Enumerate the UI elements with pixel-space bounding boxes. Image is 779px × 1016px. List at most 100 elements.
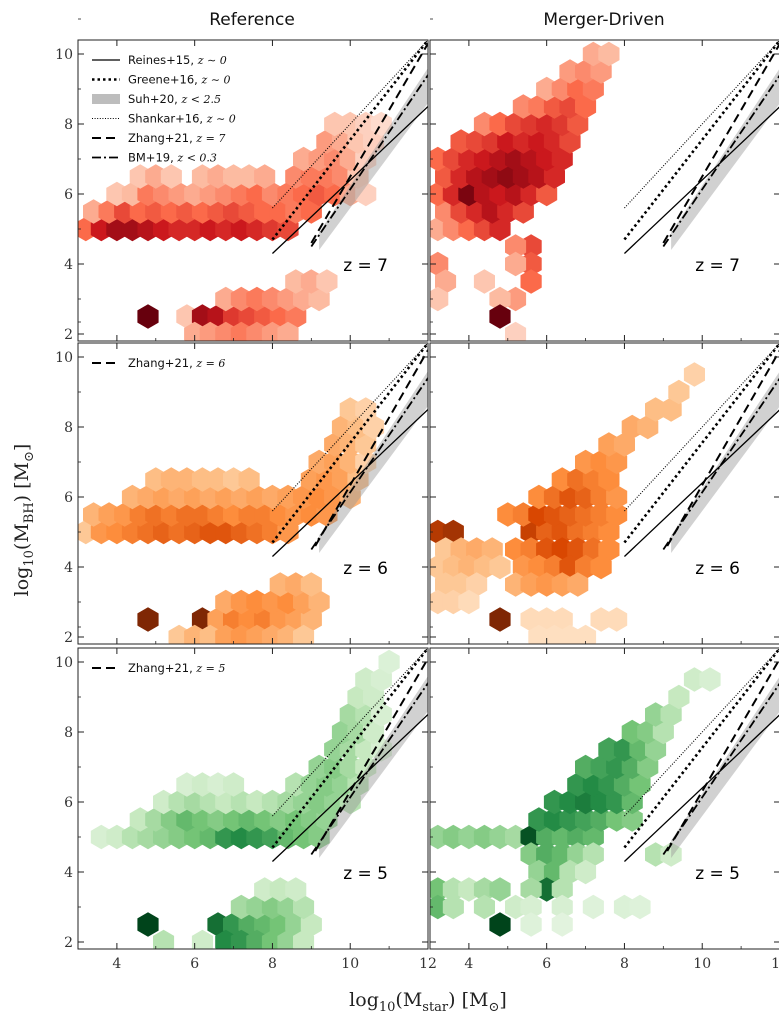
hexbin-cell <box>606 484 628 510</box>
y-tick-label: 10 <box>55 47 73 63</box>
hexbin-cell <box>489 912 511 937</box>
panel-content <box>78 343 428 644</box>
hexbin-cell <box>582 894 604 920</box>
hexbin-cell <box>489 877 511 902</box>
hexbin-cell <box>370 111 392 137</box>
hexbin-cell <box>316 502 338 527</box>
relation-line-reines15 <box>623 106 779 254</box>
relation-line-greene16 <box>271 40 428 241</box>
relation-line-shankar16 <box>272 648 428 817</box>
relation-line-bm19 <box>662 74 779 248</box>
hexbin-cell <box>370 737 392 762</box>
y-tick-label: 2 <box>64 630 73 646</box>
y-tick-label: 4 <box>64 865 73 881</box>
hexbin-cell <box>458 589 480 615</box>
hexbin-cell <box>308 824 330 850</box>
hexbin-cell <box>598 41 620 67</box>
x-tick-label: 4 <box>112 956 121 972</box>
hexbin-cell <box>277 216 299 242</box>
legend-entry: Reines+15, z ∼ 0 <box>128 53 227 67</box>
hexbin-cell <box>637 414 659 440</box>
hexbin-cell <box>435 269 457 294</box>
x-tick-label: 6 <box>542 956 551 972</box>
hexbin-cell <box>590 554 612 580</box>
panel-frame <box>429 647 779 950</box>
panel-1: z = 7 <box>429 18 779 342</box>
y-tick-label: 4 <box>64 257 73 273</box>
hexbin-cell <box>308 286 330 312</box>
relation-line-zhang21 <box>666 349 779 547</box>
hexbin-cell <box>316 807 338 832</box>
y-tick-label: 4 <box>64 560 73 576</box>
legend-entry: Zhang+21, z = 5 <box>128 661 225 675</box>
hexbin-cell <box>575 94 597 119</box>
hexbin-cell <box>551 894 573 920</box>
hexbin-cell <box>473 269 495 294</box>
redshift-label: z = 6 <box>695 559 740 579</box>
column-title-reference: Reference <box>209 10 295 30</box>
hexbin-cell <box>430 251 449 277</box>
redshift-label: z = 7 <box>343 256 388 276</box>
hexbin-cell <box>598 519 620 545</box>
y-tick-label: 6 <box>64 187 73 203</box>
hexbin-cell <box>621 789 643 815</box>
panel-frame <box>429 39 779 342</box>
hexbin-cell <box>160 164 182 189</box>
y-tick-label: 2 <box>64 327 73 343</box>
hexbin-cell <box>285 304 307 329</box>
hexbin-cell <box>489 286 511 312</box>
panel-frame <box>429 342 779 645</box>
hexbin-cell <box>254 164 276 189</box>
hexbin-cell <box>520 269 542 294</box>
panel-2: 2 4 6 8 10 z = 6 Zhang+21, z = 6 <box>55 321 429 646</box>
x-tick-label: 10 <box>341 956 359 972</box>
hexbin-cell <box>536 181 558 207</box>
hexbin-cell <box>300 572 322 597</box>
hexbin-cell <box>153 929 175 949</box>
y-tick-label: 2 <box>64 935 73 951</box>
panel-content <box>430 343 779 644</box>
relation-line-zhang21 <box>314 657 428 852</box>
legend-entry: Greene+16, z ∼ 0 <box>128 73 231 87</box>
hexbin-cell <box>505 234 527 259</box>
hexbin-cell <box>598 467 620 492</box>
panel-5: 4 6 8 10 12 z = 5 <box>429 626 779 972</box>
hexbin-cell <box>489 216 511 242</box>
legend-entry: BM+19, z < 0.3 <box>128 151 217 165</box>
panel-content <box>430 648 779 937</box>
hexbin-cell <box>613 432 635 457</box>
hexbin-cell <box>598 537 620 562</box>
hexbin-cell <box>668 684 690 710</box>
y-tick-label: 10 <box>55 350 73 366</box>
legend-entry: Shankar+16, z ∼ 0 <box>128 112 236 126</box>
relation-line-shankar16 <box>272 343 428 512</box>
hexbin-cell <box>293 929 315 949</box>
hexbin-cell <box>551 912 573 937</box>
panel-4: 2 4 6 8 10 4 6 8 10 12 z = 5 Zhang+21, z = 5 <box>55 626 437 972</box>
hexbin-cell <box>300 199 322 224</box>
relation-line-bm19 <box>310 74 428 248</box>
hexbin-cell <box>489 607 511 632</box>
hexbin-cell <box>575 624 597 644</box>
hexbin-cell <box>378 649 400 675</box>
relation-line-reines15 <box>623 714 779 862</box>
hexbin-cell <box>316 269 338 294</box>
hexbin-cell <box>355 146 377 172</box>
hexbin-cell <box>520 912 542 937</box>
hexbin-cell <box>137 607 159 632</box>
hexbin-cell <box>551 877 573 902</box>
hexbin-cell <box>481 537 503 562</box>
hexbin-cell <box>191 929 213 949</box>
hexbin-cell <box>520 877 542 902</box>
panel-content <box>90 648 428 949</box>
relation-line-reines15 <box>271 106 428 254</box>
hexbin-cell <box>699 667 721 692</box>
relation-line-shankar16 <box>624 648 779 817</box>
hexbin-cell <box>277 321 299 341</box>
panel-frame <box>77 647 429 950</box>
y-tick-label: 8 <box>64 725 73 741</box>
hexbin-cell <box>370 702 392 727</box>
hexbin-cell <box>606 607 628 632</box>
x-tick-label: 10 <box>693 956 711 972</box>
